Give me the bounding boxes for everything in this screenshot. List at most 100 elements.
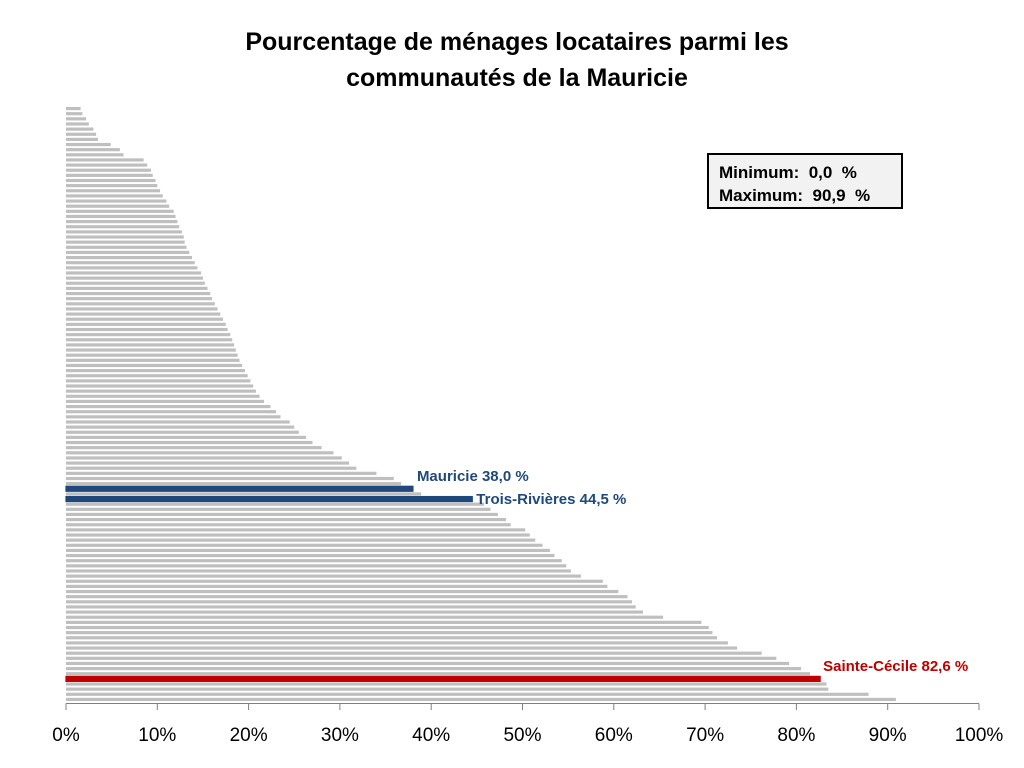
x-tick-label: 0% — [52, 725, 80, 746]
bar — [66, 420, 290, 424]
bar — [66, 687, 829, 691]
min-max-box: Minimum: 0,0 % Maximum: 90,9 % — [707, 153, 903, 209]
bar — [66, 235, 184, 239]
bar — [66, 204, 170, 208]
bar — [66, 297, 213, 301]
bar — [66, 307, 218, 311]
bar — [66, 348, 236, 352]
bar — [66, 122, 89, 126]
bar — [66, 440, 313, 445]
bar — [66, 281, 205, 285]
bar — [66, 651, 762, 655]
bar — [66, 605, 636, 609]
bar — [66, 374, 248, 378]
bar — [66, 153, 124, 157]
bar — [66, 538, 536, 542]
bar — [66, 189, 161, 193]
bar — [66, 255, 192, 260]
bar — [66, 338, 233, 342]
bar — [66, 548, 550, 553]
bar — [66, 225, 180, 229]
bar — [66, 266, 198, 270]
bar — [66, 302, 215, 306]
bar — [66, 148, 120, 152]
bar — [66, 194, 163, 198]
bar — [66, 528, 526, 532]
bar — [66, 507, 491, 511]
bars-group — [66, 106, 896, 702]
bar — [66, 543, 543, 547]
bar — [66, 646, 738, 650]
x-tick-label: 50% — [503, 725, 541, 746]
x-tick-label: 70% — [686, 725, 724, 746]
chart-title-line-2: communautés de la Mauricie — [346, 64, 688, 92]
bar — [66, 697, 896, 702]
bar — [66, 250, 190, 255]
bar — [66, 435, 307, 439]
bar — [66, 620, 702, 624]
x-tick-label: 80% — [777, 725, 815, 746]
bar — [66, 461, 350, 465]
bar — [66, 512, 498, 517]
bar — [66, 327, 228, 332]
bar — [66, 595, 628, 599]
bar — [66, 230, 182, 234]
bar — [66, 579, 603, 583]
bar — [66, 661, 790, 666]
bar — [66, 394, 260, 398]
bar — [66, 271, 202, 275]
bar — [66, 410, 276, 414]
bar — [66, 559, 562, 563]
bar — [66, 117, 87, 121]
bar — [66, 415, 281, 419]
bar — [66, 466, 357, 470]
bar — [66, 482, 402, 486]
highlight-label: Sainte-Cécile 82,6 % — [823, 658, 968, 675]
bar — [66, 533, 530, 537]
bar — [66, 625, 709, 630]
x-tick-label: 20% — [230, 725, 268, 746]
bar — [66, 641, 728, 645]
bar — [66, 168, 151, 172]
bar — [66, 569, 571, 573]
bar — [66, 312, 221, 316]
bar — [66, 142, 111, 147]
bar — [66, 430, 299, 434]
highlight-label: Trois-Rivières 44,5 % — [476, 491, 626, 508]
x-tick-label: 60% — [595, 725, 633, 746]
bar — [66, 214, 176, 219]
bar — [66, 610, 644, 614]
bar — [66, 112, 83, 116]
bar — [66, 220, 178, 224]
bar — [66, 163, 148, 167]
bar — [66, 425, 295, 429]
bar — [66, 276, 203, 280]
bar — [66, 178, 156, 183]
bar — [66, 379, 251, 383]
bar — [66, 456, 342, 460]
bar — [66, 369, 245, 373]
highlight-bars-group — [65, 485, 821, 682]
bar — [66, 158, 144, 162]
highlight-label: Mauricie 38,0 % — [417, 468, 529, 485]
bar — [66, 523, 511, 527]
bar — [66, 600, 633, 604]
bar — [66, 389, 256, 393]
bar — [66, 404, 271, 409]
highlight-labels-group: Mauricie 38,0 % Trois-Rivières 44,5 % Sain… — [417, 468, 968, 675]
bar — [66, 631, 713, 635]
highlight-bar-sainte-c-cile — [65, 675, 821, 682]
bar — [66, 584, 608, 588]
highlight-bar-mauricie — [65, 485, 414, 492]
x-tick-label: 100% — [955, 725, 1004, 746]
bar — [66, 446, 322, 450]
bar — [66, 353, 238, 357]
bar — [66, 615, 664, 619]
bar — [66, 291, 211, 296]
bar — [66, 322, 226, 326]
bar — [66, 656, 777, 660]
x-tick-label: 30% — [321, 725, 359, 746]
bar — [66, 476, 394, 481]
x-tick-label: 10% — [138, 725, 176, 746]
chart-title-line-1: Pourcentage de ménages locataires parmi … — [245, 28, 789, 56]
